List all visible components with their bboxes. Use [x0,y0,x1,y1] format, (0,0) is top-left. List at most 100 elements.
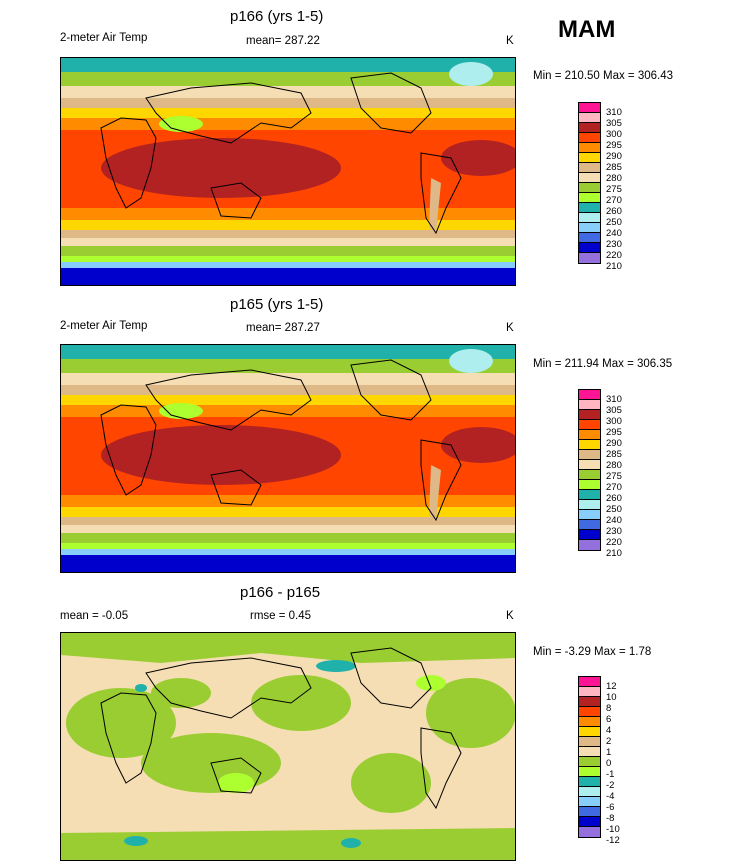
colorbar-tick: 270 [606,195,622,206]
colorbar-swatch [579,470,600,480]
colorbar-tick: 260 [606,493,622,504]
colorbar-tick: 285 [606,162,622,173]
colorbar-swatch [579,223,600,233]
panel-1-map [60,57,516,286]
colorbar-tick: 10 [606,692,617,703]
panel-1-variable-label: 2-meter Air Temp [60,32,148,44]
colorbar-swatch [579,133,600,143]
colorbar-swatch [579,500,600,510]
colorbar-swatch [579,827,600,837]
colorbar-swatch [579,747,600,757]
colorbar-tick: -6 [606,802,615,813]
panel-3-map [60,632,516,861]
colorbar-swatch [579,203,600,213]
colorbar-swatch [579,540,600,550]
colorbar-swatch [579,173,600,183]
colorbar-tick: 240 [606,228,622,239]
colorbar-tick: 270 [606,482,622,493]
colorbar-swatch [579,193,600,203]
panel-1-units: K [506,35,514,47]
colorbar-swatch [579,123,600,133]
colorbar-swatch [579,717,600,727]
panel-3-rmse-label: rmse = 0.45 [250,610,312,622]
colorbar-tick: 280 [606,173,622,184]
colorbar-tick: 280 [606,460,622,471]
colorbar-tick: 275 [606,184,622,195]
colorbar-tick: 305 [606,118,622,129]
colorbar-swatch [579,183,600,193]
colorbar-swatch [579,777,600,787]
panel-3-minmax: Min = -3.29 Max = 1.78 [533,646,652,658]
colorbar-tick: 4 [606,725,612,736]
colorbar-swatch [579,163,600,173]
panel-3-mean-label: mean = -0.05 [60,610,129,622]
panel-2-mean-label: mean= 287.27 [246,322,320,334]
colorbar-swatch [579,253,600,263]
colorbar-swatch [579,817,600,827]
colorbar-tick: 230 [606,239,622,250]
colorbar-tick: -10 [606,824,620,835]
colorbar-tick: 295 [606,427,622,438]
colorbar-tick: 220 [606,250,622,261]
colorbar-tick: -2 [606,780,615,791]
colorbar-swatch [579,707,600,717]
colorbar-swatch [579,400,600,410]
colorbar-tick: 12 [606,681,617,692]
colorbar-tick: 210 [606,261,622,272]
colorbar-swatch [579,143,600,153]
colorbar-swatch [579,410,600,420]
colorbar-swatch [579,480,600,490]
colorbar-tick: 210 [606,548,622,559]
colorbar-tick: 8 [606,703,612,714]
colorbar-swatch [579,737,600,747]
colorbar-tick: 230 [606,526,622,537]
panel-2-title: p165 (yrs 1-5) [230,296,324,313]
colorbar-swatch [579,113,600,123]
colorbar-swatch [579,757,600,767]
colorbar-tick: 250 [606,504,622,515]
colorbar-tick: 310 [606,394,622,405]
panel-3-units: K [506,610,514,622]
colorbar-tick: 290 [606,151,622,162]
colorbar-tick: 260 [606,206,622,217]
colorbar-tick: 295 [606,140,622,151]
colorbar-swatch [579,390,600,400]
colorbar-tick: 305 [606,405,622,416]
colorbar-swatch [579,787,600,797]
colorbar-tick: 275 [606,471,622,482]
colorbar-tick: 6 [606,714,612,725]
colorbar-tick: -12 [606,835,620,846]
colorbar-swatch [579,460,600,470]
colorbar-swatch [579,213,600,223]
panel-2-variable-label: 2-meter Air Temp [60,320,148,332]
colorbar-swatch [579,697,600,707]
panel-2-map [60,344,516,573]
colorbar-swatch [579,520,600,530]
colorbar-swatch [579,430,600,440]
colorbar-tick: 300 [606,416,622,427]
colorbar-swatch [579,510,600,520]
panel-1-minmax: Min = 210.50 Max = 306.43 [533,70,674,82]
colorbar-tick: 290 [606,438,622,449]
colorbar-tick: 285 [606,449,622,460]
panel-1-colorbar [578,102,601,264]
panel-1-mean-label: mean= 287.22 [246,35,320,47]
colorbar-swatch [579,243,600,253]
colorbar-tick: 220 [606,537,622,548]
colorbar-tick: 2 [606,736,612,747]
colorbar-tick: 1 [606,747,612,758]
colorbar-swatch [579,420,600,430]
panel-2-colorbar [578,389,601,551]
colorbar-swatch [579,530,600,540]
colorbar-tick: -1 [606,769,615,780]
colorbar-swatch [579,677,600,687]
colorbar-swatch [579,233,600,243]
colorbar-swatch [579,807,600,817]
panel-2-units: K [506,322,514,334]
colorbar-swatch [579,153,600,163]
colorbar-swatch [579,440,600,450]
season-label: MAM [558,16,616,43]
colorbar-swatch [579,450,600,460]
colorbar-tick: 310 [606,107,622,118]
panel-1-title: p166 (yrs 1-5) [230,8,324,25]
